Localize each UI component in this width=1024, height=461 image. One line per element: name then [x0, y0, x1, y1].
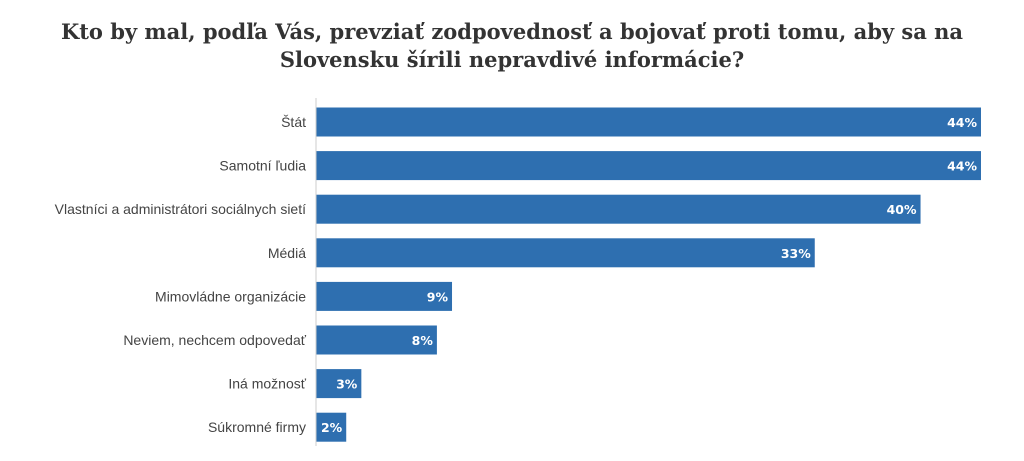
category-label: Mimovládne organizácie — [155, 288, 306, 304]
chart-title: Kto by mal, podľa Vás, prevziať zodpoved… — [60, 19, 964, 72]
category-label: Štát — [281, 114, 306, 130]
value-label: 44% — [947, 115, 977, 130]
value-label: 33% — [781, 246, 811, 261]
bar — [316, 151, 981, 181]
category-label: Iná možnosť — [228, 376, 306, 392]
bar — [316, 194, 921, 224]
value-label: 2% — [321, 420, 343, 435]
category-label: Médiá — [268, 245, 306, 261]
category-label: Súkromné firmy — [208, 419, 306, 435]
bar — [316, 369, 362, 399]
value-label: 44% — [947, 159, 977, 174]
bar — [316, 238, 815, 268]
value-label: 8% — [412, 333, 434, 348]
bar — [316, 412, 347, 442]
bar — [316, 281, 453, 311]
value-label: 40% — [887, 202, 917, 217]
value-label: 9% — [427, 289, 449, 304]
category-label: Neviem, nechcem odpovedať — [123, 332, 306, 348]
value-label: 3% — [336, 377, 358, 392]
bar — [316, 107, 981, 137]
bars-layer: Štát 44% Samotní ľudia 44% Vlastníci a admin… — [55, 107, 981, 442]
category-label: Samotní ľudia — [219, 158, 306, 174]
category-label: Vlastníci a administrátori sociálnych si… — [55, 201, 306, 217]
bar — [316, 325, 437, 355]
